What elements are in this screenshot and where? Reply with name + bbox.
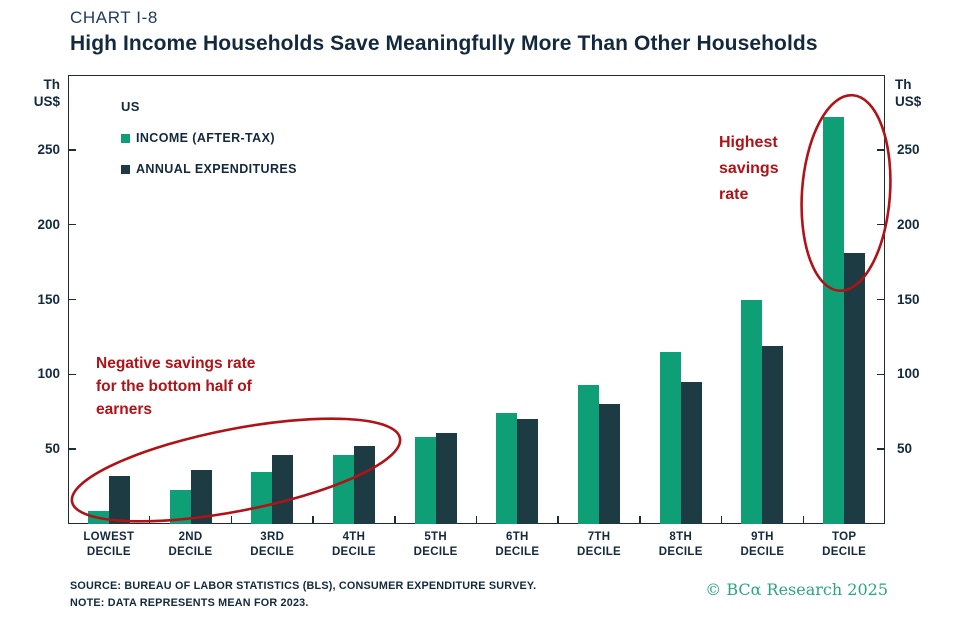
x-tick-mark-9 [802, 516, 805, 524]
annotation-negative-savings: Negative savings rate for the bottom hal… [96, 352, 255, 421]
footer-source-note: SOURCE: BUREAU OF LABOR STATISTICS (BLS)… [70, 578, 536, 612]
bar-annual-expenditures-8th-decile [680, 381, 702, 524]
chart-legend: US INCOME (AFTER-TAX) ANNUAL EXPENDITURE… [121, 99, 297, 176]
bar-income-after-tax--5th-decile [414, 437, 436, 524]
annotation-highest-line-1: Highest [719, 134, 778, 151]
bar-annual-expenditures-lowest-decile [108, 476, 130, 524]
x-axis-label-3rd-decile: 3RD DECILE [250, 531, 295, 558]
bar-income-after-tax--9th-decile [741, 299, 763, 524]
bar-annual-expenditures-2nd-decile [190, 470, 212, 524]
y-tick-label-left-50: 50 [44, 441, 60, 457]
y-axis-unit-right: Th US$ [895, 77, 922, 109]
y-tick-mark-right-200 [877, 223, 885, 226]
x-axis-label-2nd-decile: 2ND DECILE [168, 531, 213, 558]
legend-item-income-label: INCOME (AFTER-TAX) [136, 131, 275, 145]
x-axis-label-lowest-decile: LOWEST DECILE [83, 531, 135, 558]
legend-item-expenditures-label: ANNUAL EXPENDITURES [136, 162, 297, 176]
y-tick-mark-right-50 [877, 448, 885, 450]
x-tick-mark-3 [312, 516, 314, 524]
bar-income-after-tax--6th-decile [496, 413, 518, 524]
bar-income-after-tax--8th-decile [659, 351, 681, 524]
y-tick-label-left-150: 150 [37, 291, 60, 307]
y-tick-label-right-200: 200 [897, 216, 920, 232]
legend-item-income: INCOME (AFTER-TAX) [121, 131, 297, 145]
x-axis-label-top-decile: TOP DECILE [822, 531, 867, 558]
x-axis-label-7th-decile: 7TH DECILE [577, 531, 622, 558]
copyright-line: © BCα Research 2025 [705, 580, 888, 599]
y-tick-label-right-250: 250 [897, 141, 920, 157]
bar-annual-expenditures-4th-decile [353, 446, 375, 524]
y-axis-unit-left: Th US$ [33, 77, 60, 109]
bar-annual-expenditures-5th-decile [435, 432, 457, 524]
y-tick-mark-right-250 [877, 149, 885, 151]
annotation-negative-line-1: Negative savings rate [96, 355, 256, 372]
bar-annual-expenditures-top-decile [844, 253, 866, 524]
chart-number: CHART I-8 [70, 8, 158, 27]
expenditures-swatch-icon [121, 164, 130, 174]
bar-annual-expenditures-7th-decile [599, 404, 621, 524]
x-tick-mark-7 [639, 516, 641, 524]
x-axis-label-4th-decile: 4TH DECILE [331, 531, 376, 558]
x-axis-label-5th-decile: 5TH DECILE [413, 531, 458, 558]
bar-income-after-tax--top-decile [823, 116, 845, 524]
y-tick-label-left-250: 250 [37, 141, 60, 157]
x-axis-label-8th-decile: 8TH DECILE [658, 531, 703, 558]
annotation-highest-line-3: rate [719, 186, 749, 203]
x-tick-mark-6 [557, 516, 559, 524]
bar-annual-expenditures-9th-decile [762, 345, 784, 524]
bar-income-after-tax--4th-decile [332, 455, 354, 524]
y-tick-mark-left-200 [68, 223, 76, 226]
x-tick-mark-1 [148, 516, 151, 524]
y-tick-mark-left-150 [68, 298, 76, 301]
annotation-negative-line-3: earners [96, 401, 153, 418]
annotation-highest-savings: Highest savings rate [719, 130, 779, 208]
bar-annual-expenditures-6th-decile [517, 419, 539, 524]
note-line: NOTE: DATA REPRESENTS MEAN FOR 2023. [70, 597, 309, 609]
bar-annual-expenditures-3rd-decile [272, 455, 294, 524]
x-tick-mark-2 [230, 516, 233, 524]
income-swatch-icon [121, 133, 130, 143]
bar-income-after-tax--lowest-decile [87, 510, 109, 524]
y-tick-label-left-100: 100 [37, 366, 60, 382]
x-axis-label-9th-decile: 9TH DECILE [740, 531, 785, 558]
y-tick-mark-left-250 [68, 149, 76, 151]
x-tick-mark-8 [720, 516, 723, 524]
x-tick-mark-4 [394, 516, 396, 524]
y-tick-mark-left-50 [68, 448, 76, 450]
y-tick-mark-right-150 [877, 298, 885, 301]
legend-region-label: US [121, 99, 140, 114]
y-tick-label-left-200: 200 [37, 216, 60, 232]
y-tick-label-right-50: 50 [897, 441, 913, 457]
y-tick-label-right-150: 150 [897, 291, 920, 307]
bar-income-after-tax--7th-decile [578, 384, 600, 524]
y-tick-mark-left-100 [68, 373, 76, 376]
chart-title: High Income Households Save Meaningfully… [70, 32, 818, 55]
bar-income-after-tax--3rd-decile [251, 471, 273, 524]
legend-item-expenditures: ANNUAL EXPENDITURES [121, 162, 297, 176]
y-tick-mark-right-100 [877, 373, 885, 376]
bar-income-after-tax--2nd-decile [169, 489, 191, 524]
x-axis-label-6th-decile: 6TH DECILE [495, 531, 540, 558]
x-tick-mark-5 [475, 516, 478, 524]
y-tick-label-right-100: 100 [897, 366, 920, 382]
source-line: SOURCE: BUREAU OF LABOR STATISTICS (BLS)… [70, 580, 537, 592]
annotation-highest-line-2: savings [719, 160, 779, 177]
annotation-negative-line-2: for the bottom half of [96, 378, 252, 395]
